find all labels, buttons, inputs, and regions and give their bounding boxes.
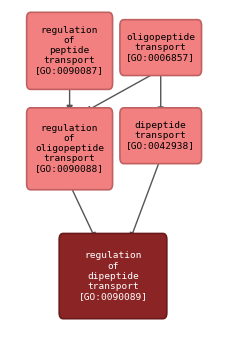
Text: regulation
of
oligopeptide
transport
[GO:0090088]: regulation of oligopeptide transport [GO… (35, 124, 104, 173)
FancyBboxPatch shape (27, 108, 112, 190)
FancyBboxPatch shape (59, 234, 166, 319)
FancyBboxPatch shape (27, 12, 112, 89)
FancyBboxPatch shape (119, 108, 201, 164)
FancyBboxPatch shape (119, 20, 201, 75)
Text: dipeptide
transport
[GO:0042938]: dipeptide transport [GO:0042938] (126, 121, 194, 150)
Text: regulation
of
dipeptide
transport
[GO:0090089]: regulation of dipeptide transport [GO:00… (78, 252, 147, 301)
Text: regulation
of
peptide
transport
[GO:0090087]: regulation of peptide transport [GO:0090… (35, 26, 104, 75)
Text: oligopeptide
transport
[GO:0006857]: oligopeptide transport [GO:0006857] (126, 33, 194, 62)
